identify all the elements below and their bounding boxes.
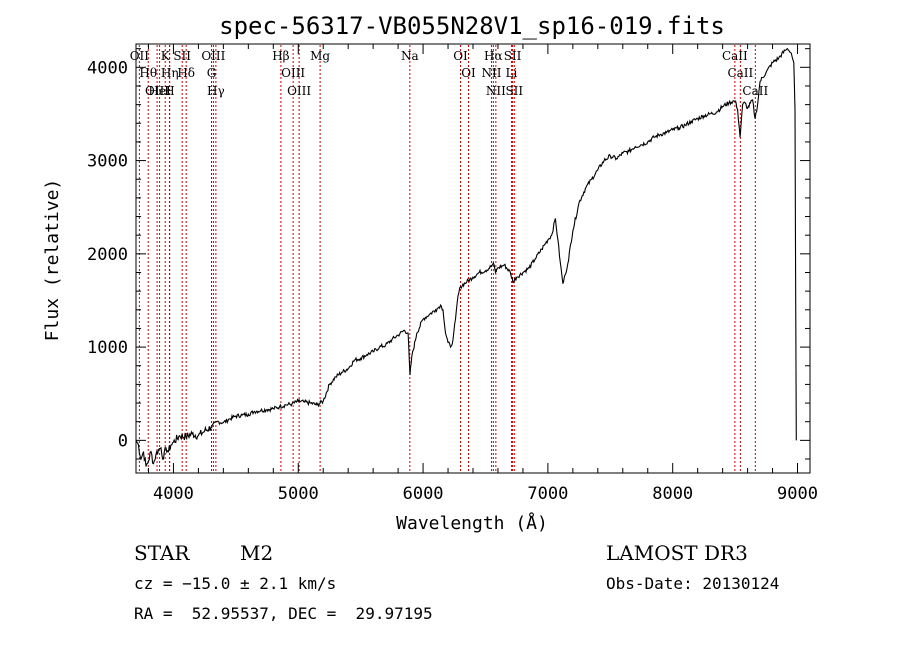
emission-line-label: Hθ bbox=[139, 66, 157, 80]
emission-line-label: CaII bbox=[722, 49, 748, 63]
emission-line-label: OI bbox=[453, 49, 468, 63]
spectrum-line bbox=[135, 47, 797, 467]
class-label: STAR bbox=[134, 541, 190, 565]
coordinates-text: RA = 52.95537, DEC = 29.97195 bbox=[134, 604, 433, 623]
plot-frame bbox=[135, 43, 811, 474]
emission-line-label: SII bbox=[504, 49, 522, 63]
survey-label: LAMOST DR3 bbox=[606, 541, 748, 565]
emission-line-label: Li bbox=[506, 66, 518, 80]
y-tick-label: 0 bbox=[118, 431, 128, 451]
emission-line-markers bbox=[138, 45, 756, 472]
emission-line-labels: OIIHθOIIIHeIKHηHSIIHδOIIIGHγHβOIIIOIIIMg… bbox=[130, 49, 769, 98]
emission-line-label: H bbox=[164, 84, 174, 98]
emission-line-label: Hη bbox=[161, 66, 179, 80]
emission-line-label: OI bbox=[461, 66, 476, 80]
emission-line-label: CaII bbox=[727, 66, 753, 80]
x-tick-label: 9000 bbox=[777, 484, 818, 504]
y-tick-label: 1000 bbox=[87, 338, 128, 358]
emission-line-label: NII bbox=[486, 84, 506, 98]
y-axis-label: Flux (relative) bbox=[42, 179, 63, 342]
x-tick-label: 6000 bbox=[403, 484, 444, 504]
emission-line-label: G bbox=[207, 66, 217, 80]
emission-line-label: Na bbox=[401, 49, 419, 63]
x-tick-label: 7000 bbox=[527, 484, 568, 504]
subclass-label: M2 bbox=[240, 541, 273, 565]
x-tick-label: 4000 bbox=[153, 484, 194, 504]
emission-line-label: OIII bbox=[145, 84, 169, 98]
x-axis-ticks: 4000 5000 6000 7000 8000 9000 bbox=[147, 44, 818, 504]
emission-line-label: OIII bbox=[281, 66, 305, 80]
y-axis-ticks: 0 1000 2000 3000 4000 bbox=[87, 48, 810, 460]
x-tick-label: 8000 bbox=[652, 484, 693, 504]
emission-line-label: Hγ bbox=[207, 84, 225, 98]
chart-title: spec-56317-VB055N28V1_sp16-019.fits bbox=[219, 12, 725, 40]
y-tick-label: 4000 bbox=[87, 58, 128, 78]
x-tick-label: 5000 bbox=[278, 484, 319, 504]
emission-line-label: Hβ bbox=[272, 49, 289, 63]
emission-line-label: OIII bbox=[201, 49, 225, 63]
emission-line-label: OIII bbox=[287, 84, 311, 98]
y-tick-label: 2000 bbox=[87, 245, 128, 265]
emission-line-label: NII bbox=[481, 66, 501, 80]
y-tick-label: 3000 bbox=[87, 152, 128, 172]
emission-line-label: SII bbox=[173, 49, 191, 63]
emission-line-label: Hα bbox=[484, 49, 503, 63]
emission-line-label: CaII bbox=[742, 84, 768, 98]
emission-line-label: Mg bbox=[310, 49, 330, 63]
obs-date-text: Obs-Date: 20130124 bbox=[606, 574, 779, 593]
emission-line-label: Hδ bbox=[177, 66, 195, 80]
emission-line-label: OII bbox=[130, 49, 150, 63]
x-axis-label: Wavelength (Å) bbox=[396, 512, 548, 534]
emission-line-label: HeI bbox=[148, 84, 171, 98]
emission-line-label: SII bbox=[505, 84, 523, 98]
emission-line-label: K bbox=[161, 49, 171, 63]
redshift-text: cz = −15.0 ± 2.1 km/s bbox=[134, 574, 336, 593]
